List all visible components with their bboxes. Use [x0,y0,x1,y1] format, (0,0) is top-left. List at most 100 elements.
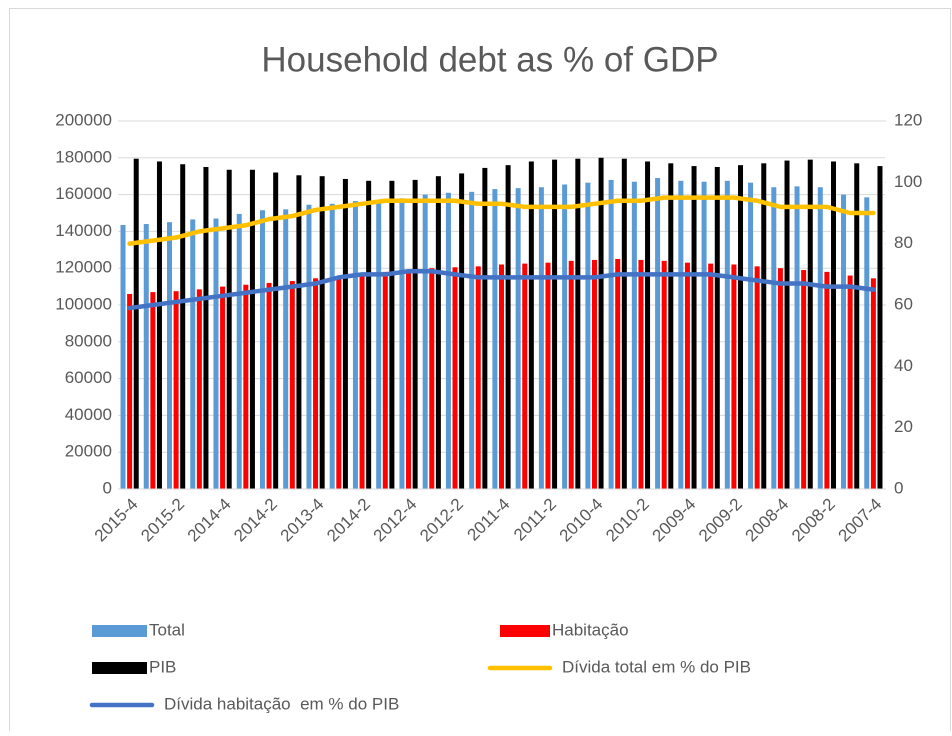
bar [870,278,876,489]
y2-tick-label: 20 [894,417,913,436]
bar [313,278,319,489]
bar [382,271,388,489]
legend-label: Dívida total em % do PIB [562,657,751,676]
legend-label: PIB [149,657,176,676]
bar [283,209,289,489]
bar [552,159,558,489]
x-tick-label: 2013-4 [277,495,328,546]
bar [156,161,162,490]
bar [505,165,511,489]
bar [492,189,498,489]
bar [731,264,737,489]
bar [306,204,312,489]
bar [266,282,272,489]
bar [422,194,428,489]
bar [877,166,883,489]
x-tick-label: 2015-2 [137,495,188,546]
bar [854,163,860,489]
y2-tick-label: 0 [894,478,903,497]
bar [133,158,139,489]
bar [777,268,783,489]
bar [127,293,133,489]
y-tick-label: 120000 [55,258,112,277]
bar [631,181,637,489]
bar [591,259,597,489]
x-tick-label: 2011-4 [464,495,514,545]
line [127,269,876,311]
bar [452,267,458,489]
bar [684,262,690,489]
bar [435,176,441,489]
bar [645,161,651,490]
bar [459,173,465,489]
bar [538,187,544,490]
bar [830,161,836,490]
bar [359,273,365,489]
bar [249,169,255,489]
bar [366,180,372,490]
y2-tick-label: 100 [894,172,922,191]
x-tick-label: 2015-4 [91,495,142,546]
bar [655,178,661,490]
bar [522,263,528,489]
bar [528,161,534,490]
bar [847,275,853,489]
bar [608,179,614,489]
bar [167,222,173,489]
bar [801,270,807,489]
bar [180,164,186,490]
x-tick-label: 2007-4 [835,495,886,546]
bar [143,224,149,490]
x-tick-label: 2014-2 [230,495,281,546]
bar [638,259,644,489]
chart-title: Household debt as % of GDP [261,40,718,79]
y-tick-label: 40000 [65,405,112,424]
bar [668,163,674,489]
bar [562,184,568,490]
x-tick-label: 2010-2 [602,495,653,546]
x-tick-label: 2008-4 [742,495,793,546]
bar [352,201,358,490]
bar [841,194,847,489]
y2-tick-label: 60 [894,294,913,313]
bar [399,198,405,489]
bar [406,270,412,489]
bar [173,291,179,489]
legend-swatch [500,625,550,637]
bar [585,182,591,489]
bar [748,182,754,489]
y-tick-label: 180000 [55,147,112,166]
y2-tick-label: 120 [894,110,922,129]
bar [412,179,418,489]
bar [568,260,574,489]
bar [661,260,667,489]
bar [784,160,790,489]
y-tick-label: 200000 [55,110,112,129]
y-tick-label: 80000 [65,331,112,350]
bar [794,186,800,489]
bar [243,284,249,489]
bar [226,169,232,489]
bar [771,187,777,490]
bar [289,281,295,489]
x-tick-label: 2014-2 [323,495,374,546]
x-tick-label: 2008-2 [788,495,839,546]
bar [864,197,870,490]
bar [213,218,219,489]
bar [482,167,488,490]
y-tick-label: 160000 [55,184,112,203]
bar [714,167,720,489]
y-tick-label: 60000 [65,368,112,387]
bar [196,289,202,489]
bar [336,276,342,489]
x-tick-label: 2012-4 [370,495,421,546]
line [127,195,876,246]
bar [203,167,209,489]
bar [475,266,481,489]
bar [389,180,395,490]
chart-border [9,8,951,736]
y2-tick-label: 80 [894,233,913,252]
legend-label: Dívida habitação em % do PIB [164,694,399,713]
x-tick-label: 2009-2 [695,495,746,546]
bar [761,163,767,489]
